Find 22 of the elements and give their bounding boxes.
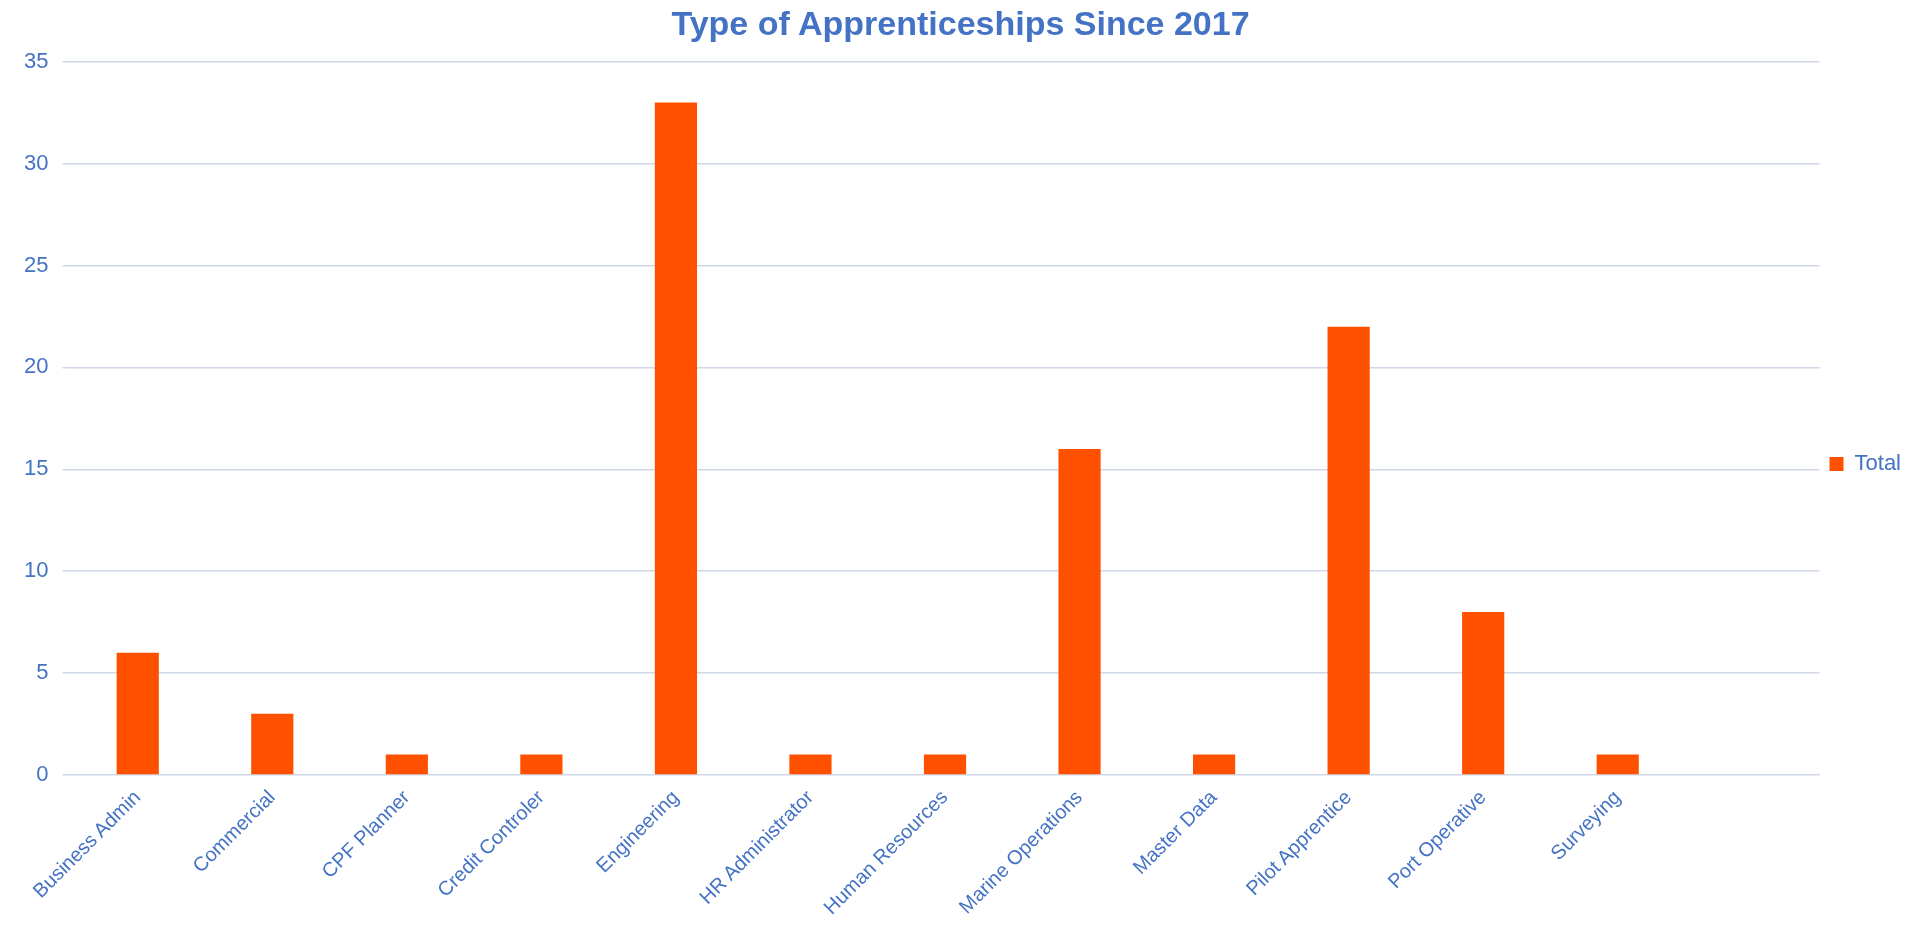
bar xyxy=(654,102,697,775)
y-tick-label: 15 xyxy=(23,455,49,481)
bar xyxy=(1596,754,1639,775)
bar xyxy=(1058,448,1101,775)
bar xyxy=(385,754,428,775)
y-tick-label: 35 xyxy=(23,47,49,73)
bar xyxy=(1462,611,1505,775)
bar xyxy=(1327,326,1370,775)
y-tick-label: 25 xyxy=(23,251,49,277)
chart-title: Type of Apprenticeships Since 2017 xyxy=(671,3,1250,42)
bar xyxy=(520,754,563,775)
bar xyxy=(1193,754,1236,775)
legend-label: Total xyxy=(1854,450,1902,476)
y-tick-label: 5 xyxy=(36,659,49,685)
bar xyxy=(789,754,832,775)
y-tick-label: 30 xyxy=(23,149,49,175)
y-tick-label: 10 xyxy=(23,557,49,583)
y-tick-label: 20 xyxy=(23,353,49,379)
bar xyxy=(251,713,294,775)
y-tick-label: 0 xyxy=(36,760,49,786)
bar xyxy=(923,754,967,775)
bar xyxy=(116,652,159,775)
